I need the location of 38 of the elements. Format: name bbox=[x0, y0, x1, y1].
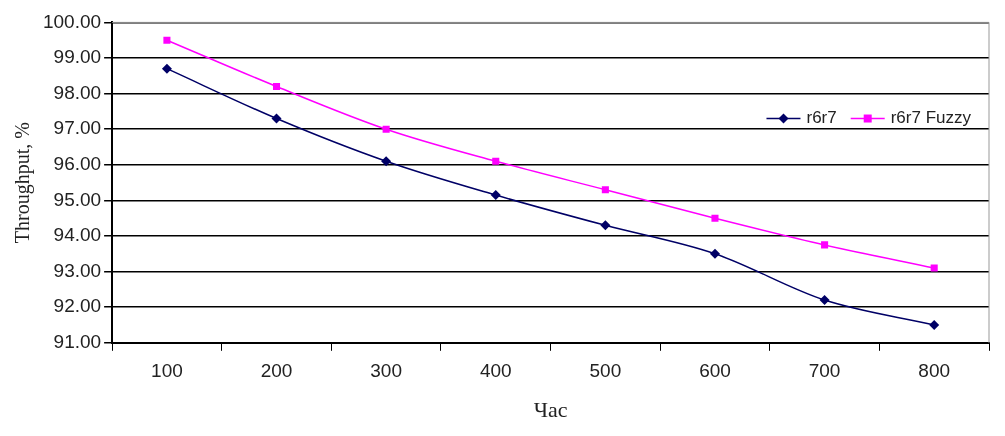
y-tick-label: 99.00 bbox=[53, 46, 102, 68]
y-tick-label: 95.00 bbox=[53, 188, 102, 210]
y-tick-label: 92.00 bbox=[53, 295, 102, 317]
x-tick-label: 700 bbox=[808, 360, 841, 382]
point bbox=[709, 248, 720, 259]
point bbox=[381, 156, 392, 167]
point bbox=[600, 220, 611, 231]
y-tick-label: 97.00 bbox=[53, 117, 102, 139]
y-tick-label: 98.00 bbox=[53, 81, 102, 103]
point bbox=[272, 82, 281, 91]
x-tick-label: 500 bbox=[589, 360, 622, 382]
x-tick-label: 800 bbox=[918, 360, 951, 382]
x-axis-title: Час bbox=[533, 396, 568, 422]
point bbox=[601, 186, 609, 194]
y-tick-label: 96.00 bbox=[53, 153, 102, 175]
x-tick-label: 200 bbox=[260, 360, 293, 382]
y-tick-label: 91.00 bbox=[53, 331, 102, 353]
point bbox=[161, 63, 172, 74]
point bbox=[930, 264, 938, 272]
y-tick-label: 100.00 bbox=[42, 10, 102, 32]
y-tick-label: 93.00 bbox=[53, 259, 102, 281]
x-tick-label: 100 bbox=[151, 360, 183, 382]
legend-label: r6r7 Fuzzy bbox=[890, 108, 972, 128]
point bbox=[382, 125, 390, 133]
x-tick-label: 400 bbox=[479, 360, 512, 382]
point bbox=[929, 320, 940, 330]
point bbox=[821, 241, 829, 249]
point bbox=[492, 157, 500, 165]
x-tick-label: 600 bbox=[699, 360, 731, 382]
y-axis-title: Throughput, % bbox=[11, 122, 35, 244]
point bbox=[711, 214, 719, 222]
x-tick-label: 300 bbox=[370, 360, 402, 382]
point bbox=[490, 190, 501, 201]
y-tick-label: 94.00 bbox=[53, 224, 102, 246]
point bbox=[819, 295, 830, 306]
point bbox=[271, 113, 282, 124]
legend-label: r6r7 bbox=[806, 108, 837, 128]
point bbox=[163, 36, 171, 44]
